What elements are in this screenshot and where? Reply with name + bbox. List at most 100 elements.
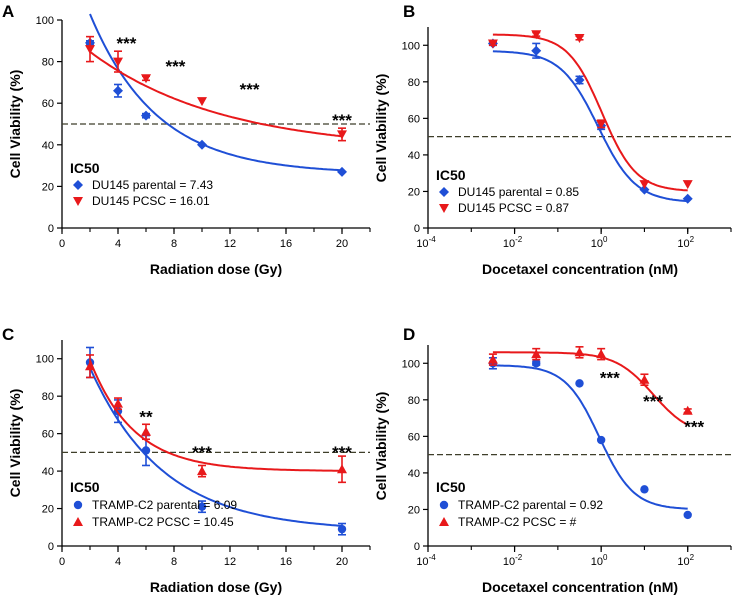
panel-a: A 0 20 40 60 80 100 0 4 8 12 16 20 Radiation dose (Gy… (2, 2, 371, 277)
data-point (574, 74, 585, 85)
data-point (682, 193, 693, 204)
significance-label: *** (684, 418, 704, 437)
legend-label: TRAMP-C2 PCSC = 10.45 (92, 515, 234, 529)
x-axis-title: Docetaxel concentration (nM) (482, 261, 678, 277)
y-tick-label: 40 (42, 140, 54, 152)
data-point (337, 166, 347, 177)
x-tick-label: 100 (591, 553, 608, 568)
legend-label: TRAMP-C2 parental = 0.92 (458, 498, 603, 512)
series-pcsc (487, 30, 693, 192)
x-tick-base: 10 (591, 238, 603, 250)
fit-curve (492, 33, 688, 192)
y-tick-label: 40 (408, 150, 420, 162)
significance-label: *** (332, 443, 352, 462)
fit-curve (89, 50, 343, 138)
data-point (85, 45, 95, 55)
y-tick-label: 100 (36, 15, 54, 27)
data-point (141, 110, 151, 121)
series-parental (487, 38, 693, 204)
y-tick-label: 60 (408, 113, 420, 125)
data-point (574, 33, 585, 43)
data-point (197, 502, 207, 511)
x-tick-label: 10-2 (503, 235, 523, 250)
x-tick-label: 10-4 (416, 553, 436, 568)
data-point (113, 398, 123, 408)
x-tick-label: 4 (115, 556, 121, 568)
y-tick-label: 80 (408, 77, 420, 89)
x-tick-label: 102 (677, 235, 694, 250)
data-point (531, 349, 542, 359)
data-point (197, 466, 207, 476)
x-tick-label: 8 (171, 556, 177, 568)
data-point (639, 184, 650, 195)
x-tick-label: 20 (336, 238, 348, 250)
y-tick-label: 20 (408, 186, 420, 198)
x-axis-title: Radiation dose (Gy) (150, 579, 282, 595)
data-point (596, 435, 606, 445)
x-tick-label: 0 (59, 556, 65, 568)
x-tick-exponent: -2 (515, 553, 523, 562)
legend-marker (73, 180, 83, 190)
y-tick-label: 100 (36, 354, 54, 366)
data-point (683, 510, 692, 520)
y-tick-label: 80 (42, 57, 54, 69)
fit-curve (89, 360, 342, 472)
data-point (85, 361, 95, 371)
legend-marker (439, 500, 449, 510)
x-tick-exponent: 0 (603, 553, 608, 562)
legend-label: DU145 PCSC = 0.87 (458, 201, 569, 215)
x-tick-exponent: 2 (690, 553, 695, 562)
fit-curve (492, 364, 688, 510)
data-point (596, 119, 607, 129)
data-point (141, 74, 151, 84)
fit-curve (89, 13, 343, 172)
x-tick-base: 10 (503, 238, 515, 250)
legend-label: DU145 PCSC = 16.01 (92, 194, 210, 208)
x-tick-exponent: -2 (515, 235, 523, 244)
x-tick-label: 16 (280, 556, 292, 568)
significance-label: *** (332, 111, 352, 130)
data-point (113, 85, 123, 96)
panel-letter: B (403, 2, 415, 21)
significance-label: ** (139, 407, 153, 426)
data-point (197, 97, 207, 107)
series-parental (85, 13, 347, 177)
x-tick-label: 12 (224, 556, 236, 568)
x-tick-label: 0 (59, 238, 65, 250)
y-tick-label: 20 (42, 504, 54, 516)
panel-letter: D (403, 325, 415, 344)
x-tick-base: 10 (416, 556, 428, 568)
legend: IC50 DU145 parental = 7.43 DU145 PCSC = 16… (70, 160, 213, 208)
legend-marker (73, 500, 83, 510)
x-tick-label: 102 (677, 553, 694, 568)
x-tick-exponent: -4 (429, 235, 437, 244)
x-tick-base: 10 (677, 556, 689, 568)
legend-marker (73, 197, 83, 206)
data-point (487, 354, 498, 364)
significance-label: *** (240, 80, 260, 99)
x-tick-label: 100 (591, 235, 608, 250)
series-parental (488, 356, 692, 520)
series-pcsc (85, 35, 347, 142)
x-tick-label: 10-2 (503, 553, 523, 568)
y-tick-label: 80 (408, 395, 420, 407)
data-point (141, 446, 151, 455)
y-tick-label: 60 (42, 429, 54, 441)
legend-label: TRAMP-C2 PCSC = # (458, 515, 577, 529)
x-tick-base: 10 (416, 238, 428, 250)
y-tick-label: 20 (42, 181, 54, 193)
fit-curve (492, 351, 689, 426)
x-tick-label: 16 (280, 238, 292, 250)
data-point (337, 130, 347, 140)
legend-title: IC50 (436, 479, 466, 495)
y-tick-label: 80 (42, 391, 54, 403)
series-pcsc (487, 346, 693, 426)
y-tick-label: 20 (408, 504, 420, 516)
fit-curve (89, 367, 343, 527)
y-axis-title: Cell Viability (%) (373, 74, 389, 183)
data-point (596, 349, 607, 359)
x-axis-title: Docetaxel concentration (nM) (482, 579, 678, 595)
panel-letter: C (2, 325, 14, 344)
legend: IC50 TRAMP-C2 parental = 0.92 TRAMP-C2 PCS… (436, 479, 603, 529)
